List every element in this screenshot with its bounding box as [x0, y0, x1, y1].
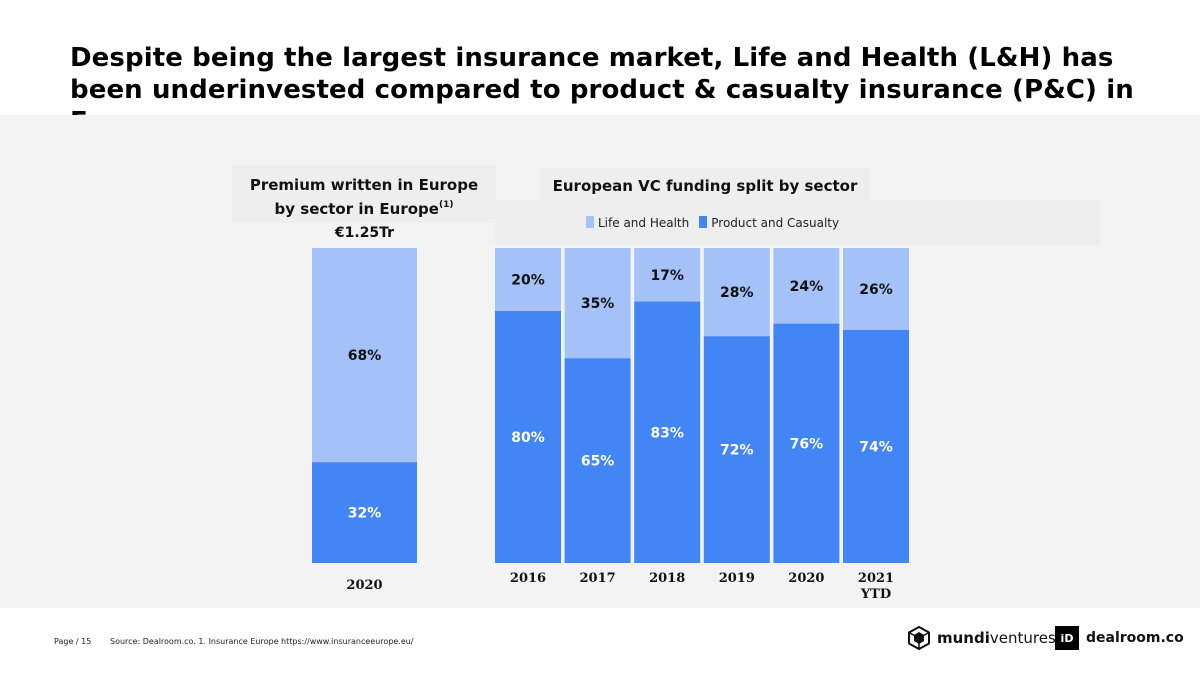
- mundi-ventures-icon: [908, 626, 930, 650]
- vc-bar-life-health-4: [773, 248, 840, 324]
- premium-label-life-health-0: 68%: [348, 348, 382, 364]
- page-number: Page / 15: [54, 637, 92, 646]
- premium-bar-life-health-0: [312, 248, 417, 463]
- legend-background: [495, 200, 1100, 245]
- vc-label-life-health-1: 35%: [581, 296, 615, 312]
- mundi-wordmark-bold: mundi: [937, 629, 990, 647]
- vc-category-label-0: 2016: [510, 571, 546, 586]
- footnote-marker: (1): [438, 200, 454, 210]
- vc-bar-product-casualty-3: [703, 336, 770, 563]
- vc-category-label-5-line1: YTD: [860, 587, 891, 602]
- legend-swatch-product-casualty: [699, 216, 708, 228]
- dealroom-wordmark: dealroom.co: [1086, 630, 1184, 646]
- dealroom-logo: iD dealroom.co: [1055, 626, 1184, 650]
- premium-total-label: €1.25Tr: [334, 225, 395, 241]
- vc-label-product-casualty-1: 65%: [581, 454, 615, 470]
- vc-label-life-health-3: 28%: [720, 285, 754, 301]
- premium-label-product-casualty-0: 32%: [348, 506, 382, 522]
- legend-swatch-life-health: [586, 216, 594, 228]
- right-chart-title: European VC funding split by sector: [540, 168, 870, 204]
- left-chart-title-line2: by sector in Europe: [274, 200, 439, 218]
- vc-bar-life-health-2: [634, 248, 701, 302]
- premium-bar-product-casualty-0: [312, 462, 417, 563]
- vc-label-life-health-4: 24%: [790, 279, 824, 295]
- vc-bar-product-casualty-2: [634, 301, 701, 563]
- legend-label-product-casualty: Product and Casualty: [711, 216, 840, 230]
- premium-category-label-0: 2020: [346, 578, 382, 593]
- vc-bar-life-health-0: [495, 248, 561, 311]
- left-chart-title-line1: Premium written in Europe: [249, 176, 479, 194]
- vc-bar-life-health-3: [703, 248, 770, 337]
- source-note: Source: Dealroom.co. 1. Insurance Europe…: [110, 637, 414, 646]
- vc-bar-product-casualty-1: [564, 358, 631, 563]
- vc-category-label-3: 2019: [719, 571, 755, 586]
- page-headline: Despite being the largest insurance mark…: [70, 43, 1134, 137]
- mundi-wordmark-light: ventures: [989, 629, 1056, 647]
- vc-category-label-2: 2018: [649, 571, 685, 586]
- mundi-ventures-wordmark: mundiventures: [937, 629, 1056, 647]
- mundi-ventures-logo: mundiventures: [907, 626, 1056, 650]
- legend-item-product-casualty: Product and Casualty: [699, 215, 839, 231]
- vc-label-life-health-5: 26%: [859, 282, 893, 298]
- vc-label-life-health-0: 20%: [511, 273, 545, 289]
- vc-bar-life-health-1: [564, 248, 631, 359]
- chart-legend: Life and Health Product and Casualty: [586, 215, 839, 231]
- vc-bar-product-casualty-5: [843, 329, 909, 563]
- legend-label-life-health: Life and Health: [598, 216, 690, 230]
- vc-category-label-5: 2021: [858, 571, 894, 586]
- vc-category-label-4: 2020: [788, 571, 824, 586]
- dealroom-icon: iD: [1055, 626, 1079, 650]
- legend-item-life-health: Life and Health: [586, 215, 689, 231]
- vc-label-life-health-2: 17%: [650, 268, 684, 284]
- vc-bar-product-casualty-4: [773, 323, 840, 563]
- vc-label-product-casualty-0: 80%: [511, 430, 545, 446]
- vc-label-product-casualty-2: 83%: [650, 425, 684, 441]
- vc-label-product-casualty-5: 74%: [859, 439, 893, 455]
- vc-bar-life-health-5: [843, 248, 909, 330]
- left-chart-title: Premium written in Europe by sector in E…: [232, 165, 496, 223]
- vc-category-label-1: 2017: [580, 571, 616, 586]
- vc-bar-product-casualty-0: [495, 311, 561, 563]
- vc-label-product-casualty-3: 72%: [720, 443, 754, 459]
- vc-label-product-casualty-4: 76%: [790, 436, 824, 452]
